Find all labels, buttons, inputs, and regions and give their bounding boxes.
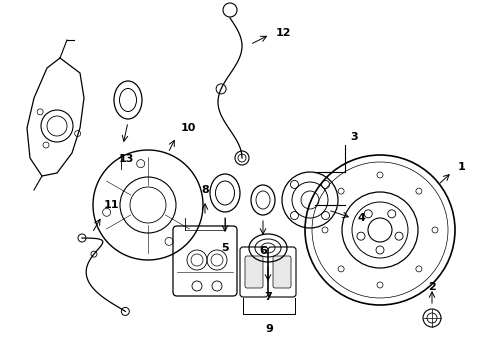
Text: 5: 5 [221, 243, 228, 253]
FancyBboxPatch shape [244, 256, 263, 288]
Text: 4: 4 [356, 213, 364, 223]
Text: 2: 2 [427, 282, 435, 292]
Text: 11: 11 [104, 200, 119, 210]
FancyBboxPatch shape [272, 256, 290, 288]
Text: 7: 7 [264, 292, 271, 302]
Text: 12: 12 [275, 28, 291, 37]
Text: 9: 9 [264, 324, 272, 334]
Text: 10: 10 [181, 123, 196, 133]
Text: 8: 8 [201, 185, 208, 195]
Text: 6: 6 [259, 246, 266, 256]
Text: 13: 13 [118, 154, 133, 164]
Text: 3: 3 [349, 132, 357, 142]
Text: 1: 1 [457, 162, 465, 172]
